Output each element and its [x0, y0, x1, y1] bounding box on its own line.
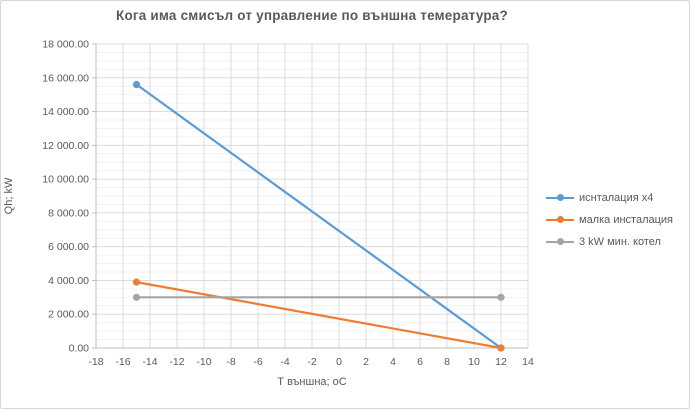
x-tick-label: 6 — [417, 356, 423, 368]
legend-line-marker-icon — [546, 234, 574, 249]
legend-line-marker-icon — [546, 190, 574, 205]
legend-line-marker-icon — [546, 212, 574, 227]
x-tick-label: -18 — [88, 356, 103, 368]
x-tick-label: -16 — [115, 356, 130, 368]
x-tick-label: 12 — [495, 356, 507, 368]
x-tick-label: -14 — [142, 356, 157, 368]
x-tick-label: -10 — [196, 356, 211, 368]
chart-title: Кога има смисъл от управление по външна … — [116, 8, 508, 23]
legend-item-1[interactable]: малка инсталация — [546, 212, 673, 227]
x-tick-label: 0 — [336, 356, 342, 368]
x-tick-label: -4 — [280, 356, 289, 368]
x-tick-label: 2 — [363, 356, 369, 368]
y-tick-label: 12 000.00 — [42, 140, 89, 152]
y-tick-label: 10 000.00 — [42, 174, 89, 186]
series-marker[interactable] — [132, 293, 141, 301]
y-tick-label: 6 000.00 — [48, 241, 89, 253]
y-tick-label: 2 000.00 — [48, 309, 89, 321]
legend-label: иснталация x4 — [579, 191, 654, 204]
y-tick-label: 14 000.00 — [42, 106, 89, 118]
series-line--[interactable] — [135, 281, 503, 350]
x-tick-label: -8 — [226, 356, 235, 368]
y-axis-title: Qh; kW — [3, 177, 15, 215]
x-axis-title: Т външна; оС — [277, 376, 347, 388]
series-marker[interactable] — [497, 293, 505, 301]
x-tick-label: -12 — [169, 356, 184, 368]
legend-item-0[interactable]: иснталация x4 — [546, 190, 673, 205]
x-tick-label: -6 — [253, 356, 262, 368]
y-tick-label: 0.00 — [69, 343, 90, 355]
legend-label: малка инсталация — [579, 213, 674, 226]
x-tick-label: 14 — [522, 356, 534, 368]
x-tick-label: -2 — [307, 356, 316, 368]
series-marker[interactable] — [132, 80, 141, 89]
y-tick-label: 18 000.00 — [42, 39, 89, 51]
legend-label: 3 kW мин. котел — [579, 235, 661, 248]
y-tick-label: 16 000.00 — [42, 72, 89, 84]
legend: иснталация x4 малка инсталация 3 kW мин. к… — [546, 190, 673, 249]
y-tick-label: 8 000.00 — [48, 207, 89, 219]
series-line--x4[interactable] — [135, 83, 503, 350]
x-tick-label: 10 — [468, 356, 480, 368]
series-marker[interactable] — [132, 278, 141, 286]
series-marker[interactable] — [497, 344, 505, 352]
x-tick-label: 8 — [444, 356, 450, 368]
y-tick-label: 4 000.00 — [48, 275, 89, 287]
legend-item-2[interactable]: 3 kW мин. котел — [546, 234, 673, 249]
x-tick-label: 4 — [390, 356, 396, 368]
